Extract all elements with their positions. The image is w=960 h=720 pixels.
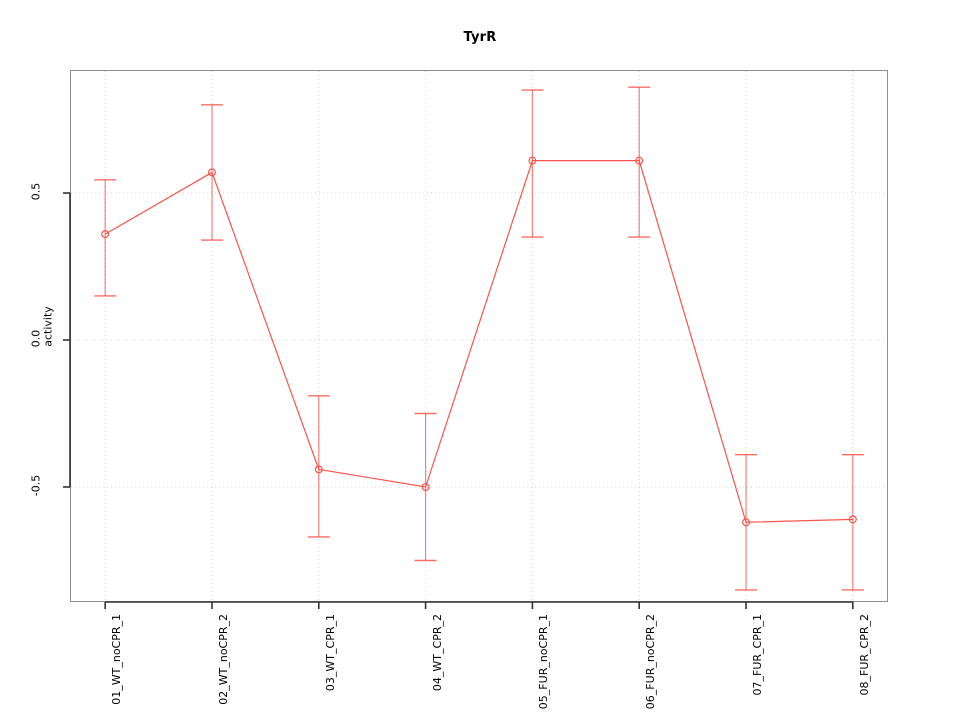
- y-tick-label: 0.5: [29, 182, 43, 201]
- x-tick-label: 02_WT_noCPR_2: [216, 614, 230, 705]
- x-tick-label: 08_FUR_CPR_2: [857, 614, 871, 696]
- y-tick-label: 0.0: [29, 329, 43, 348]
- x-tick-label: 05_FUR_noCPR_1: [537, 614, 551, 710]
- x-tick-label: 04_WT_CPR_2: [430, 614, 444, 692]
- y-tick-label: -0.5: [29, 474, 43, 497]
- chart-title: TyrR: [463, 30, 497, 45]
- x-tick-label: 03_WT_CPR_1: [323, 614, 337, 692]
- x-tick-label: 01_WT_noCPR_1: [110, 614, 124, 705]
- x-tick-label: 07_FUR_CPR_1: [751, 614, 765, 696]
- plot-frame: [70, 70, 888, 602]
- x-tick-label: 06_FUR_noCPR_2: [644, 614, 658, 710]
- y-axis-title: activity: [41, 306, 55, 347]
